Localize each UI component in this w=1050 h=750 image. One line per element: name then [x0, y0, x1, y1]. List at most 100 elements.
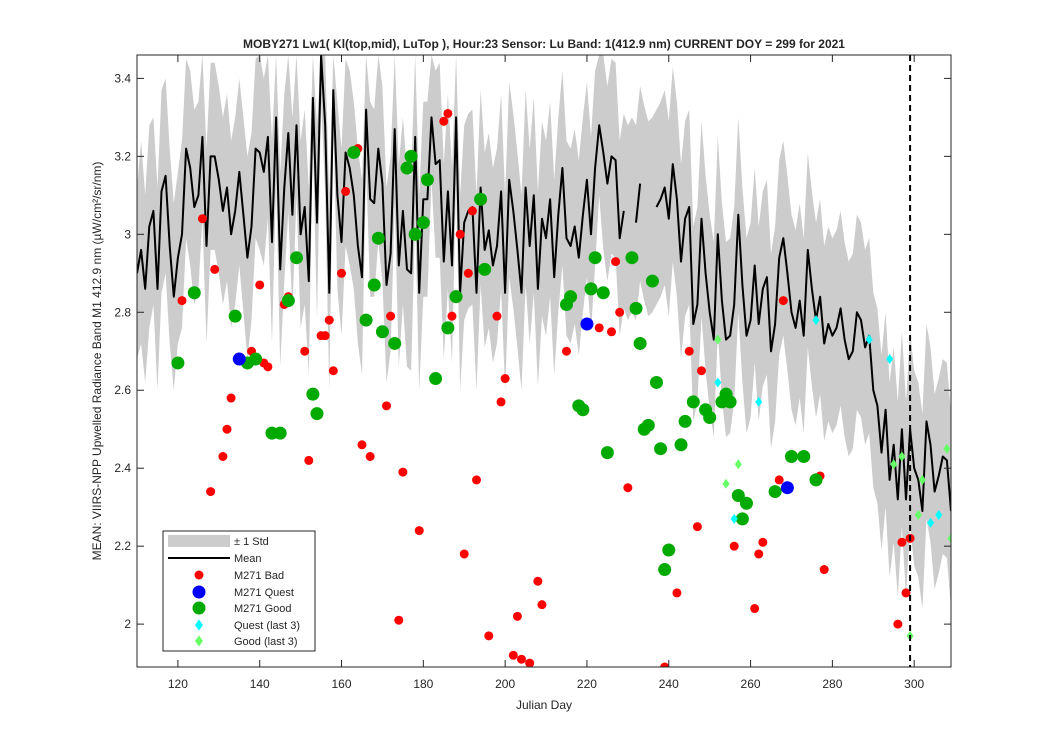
legend-good-last3-label: Good (last 3): [234, 636, 298, 648]
bad-point: [263, 362, 273, 372]
bad-point: [594, 323, 604, 333]
bad-point: [496, 397, 506, 407]
good-last3-point: [890, 459, 898, 470]
good-point: [478, 262, 492, 276]
bad-point: [304, 455, 314, 465]
good-point: [371, 231, 385, 245]
x-tick-label: 220: [577, 677, 597, 691]
bad-point: [222, 424, 232, 434]
good-point: [564, 290, 578, 304]
legend-quest-swatch: [192, 585, 206, 599]
good-point: [658, 563, 672, 577]
legend-bad-swatch: [194, 570, 204, 580]
good-last3-point: [734, 459, 742, 470]
y-tick-label: 2: [124, 617, 131, 631]
bad-point: [398, 467, 408, 477]
bad-point: [901, 588, 911, 598]
mean-line: [635, 183, 642, 223]
bad-point: [893, 619, 903, 629]
good-point: [731, 488, 745, 502]
bad-point: [394, 615, 404, 625]
quest-last3-point: [865, 334, 873, 345]
x-tick-label: 300: [904, 677, 924, 691]
legend-quest-last3-label: Quest (last 3): [234, 620, 300, 632]
good-point: [686, 395, 700, 409]
bad-point: [365, 452, 375, 462]
good-point: [416, 216, 430, 230]
x-tick-label: 280: [822, 677, 842, 691]
good-point: [596, 286, 610, 300]
bad-point: [819, 565, 829, 575]
good-point: [367, 278, 381, 292]
good-point: [228, 309, 242, 323]
x-tick-label: 120: [168, 677, 188, 691]
legend: ± 1 Std Mean M271 Bad M271 Quest M271 Go…: [162, 530, 316, 652]
bad-point: [218, 452, 228, 462]
y-axis-label: MEAN: VIIRS-NPP Upwelled Radiance Band M…: [90, 162, 104, 561]
legend-quest-last3-swatch: [195, 619, 203, 631]
good-point: [249, 352, 263, 366]
bad-point: [455, 229, 465, 239]
good-point: [649, 375, 663, 389]
bad-point: [210, 264, 220, 274]
good-last3-point: [898, 451, 906, 462]
bad-point: [255, 280, 265, 290]
y-tick-label: 2.6: [114, 383, 131, 397]
bad-point: [537, 600, 547, 610]
bad-point: [615, 307, 625, 317]
x-tick-label: 180: [413, 677, 433, 691]
good-point: [404, 149, 418, 163]
bad-point: [337, 268, 347, 278]
bad-point: [660, 662, 670, 667]
quest-point: [580, 317, 594, 331]
good-point: [797, 450, 811, 464]
bad-point: [328, 366, 338, 376]
bad-point: [443, 108, 453, 118]
bad-point: [606, 327, 616, 337]
good-point: [359, 313, 373, 327]
good-point: [735, 512, 749, 526]
good-point: [600, 446, 614, 460]
good-point: [723, 395, 737, 409]
good-point: [739, 496, 753, 510]
bad-point: [512, 611, 522, 621]
bad-point: [484, 631, 494, 641]
bad-point: [324, 315, 334, 325]
bad-point: [447, 311, 457, 321]
bad-point: [750, 604, 760, 614]
good-point: [449, 290, 463, 304]
mean-line-layer: [137, 55, 951, 513]
x-tick-label: 200: [495, 677, 515, 691]
x-axis-label: Julian Day: [516, 698, 572, 712]
good-point: [641, 418, 655, 432]
good-last3-point: [722, 478, 730, 489]
bad-point: [439, 116, 449, 126]
std-band-layer: [137, 55, 951, 609]
good-point: [576, 403, 590, 417]
good-point: [584, 282, 598, 296]
legend-good-swatch: [192, 601, 206, 615]
bad-point: [672, 588, 682, 598]
bad-point: [206, 487, 216, 497]
bad-point: [517, 654, 527, 664]
x-tick-label: 160: [332, 677, 352, 691]
bad-point: [623, 483, 633, 493]
good-point: [629, 301, 643, 315]
bad-point: [414, 526, 424, 536]
bad-point: [897, 537, 907, 547]
good-point: [408, 227, 422, 241]
good-point: [187, 286, 201, 300]
bad-point: [357, 440, 367, 450]
bad-point: [533, 576, 543, 586]
y-tick-label: 2.2: [114, 539, 131, 553]
good-point: [662, 543, 676, 557]
bad-point: [300, 346, 310, 356]
legend-std-label: ± 1 Std: [234, 536, 269, 548]
chart-title: MOBY271 Lw1( Kl(top,mid), LuTop ), Hour:…: [243, 37, 845, 51]
good-point: [809, 473, 823, 487]
good-point: [654, 442, 668, 456]
quest-last3-point: [812, 315, 820, 326]
marker-layer: [171, 108, 951, 667]
good-last3-point: [918, 474, 926, 485]
